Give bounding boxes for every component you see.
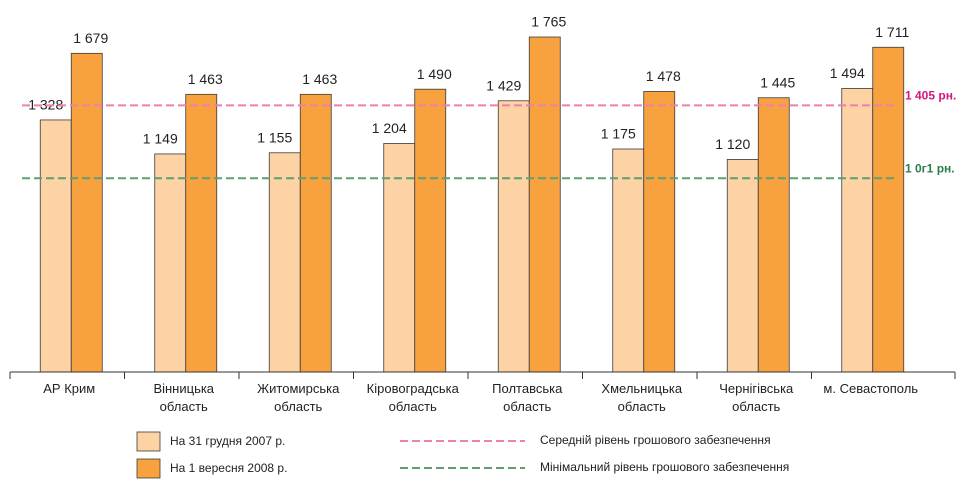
bar <box>497 100 530 373</box>
reference-label: 1 0г1 рн. <box>905 161 955 175</box>
bar <box>154 153 187 373</box>
bar <box>643 91 676 373</box>
value-label: 1 765 <box>531 14 566 30</box>
x-tick-label: Вінницька область <box>153 381 215 414</box>
x-tick-label: м. Севастополь <box>823 381 919 396</box>
bar <box>70 52 103 373</box>
legend-label: На 1 вересня 2008 р. <box>170 461 287 475</box>
x-tick-label: Хмельницька область <box>601 381 683 414</box>
value-label: 1 478 <box>646 68 681 84</box>
bar <box>612 148 645 373</box>
bar <box>841 88 874 373</box>
value-label: 1 155 <box>257 129 292 145</box>
legend-label: Мінімальний рівень грошового забезпеченн… <box>540 460 789 474</box>
value-label: 1 120 <box>715 136 750 152</box>
legend-label: Середній рівень грошового забезпечення <box>540 433 771 447</box>
legend-swatch <box>136 458 161 479</box>
value-label: 1 494 <box>830 65 865 81</box>
bar <box>185 93 218 373</box>
legend-swatch <box>136 431 161 452</box>
value-label: 1 328 <box>28 97 63 113</box>
legend-label: На 31 грудня 2007 р. <box>170 434 285 448</box>
bar <box>268 152 301 373</box>
x-tick-label: Кіровоградська область <box>366 381 459 414</box>
value-label: 1 429 <box>486 77 521 93</box>
value-label: 1 679 <box>73 30 108 46</box>
value-label: 1 149 <box>143 131 178 147</box>
bar <box>299 93 332 373</box>
bar <box>39 119 72 373</box>
value-label: 1 463 <box>302 71 337 87</box>
x-tick-label: АР Крим <box>43 381 96 396</box>
x-tick-label: Полтавська область <box>492 381 563 414</box>
bar <box>757 97 790 373</box>
bar <box>414 88 447 373</box>
bar <box>528 36 561 373</box>
x-tick-label: Житомирська область <box>257 381 340 414</box>
value-label: 1 445 <box>760 74 795 90</box>
value-label: 1 711 <box>875 24 909 40</box>
x-tick-label: Чернігівська область <box>719 381 794 414</box>
bar <box>726 159 759 373</box>
value-label: 1 490 <box>417 66 452 82</box>
bar <box>872 46 905 373</box>
value-label: 1 175 <box>601 126 636 142</box>
value-label: 1 463 <box>188 71 223 87</box>
reference-label: 1 405 рн. <box>905 89 956 103</box>
value-label: 1 204 <box>372 120 407 136</box>
